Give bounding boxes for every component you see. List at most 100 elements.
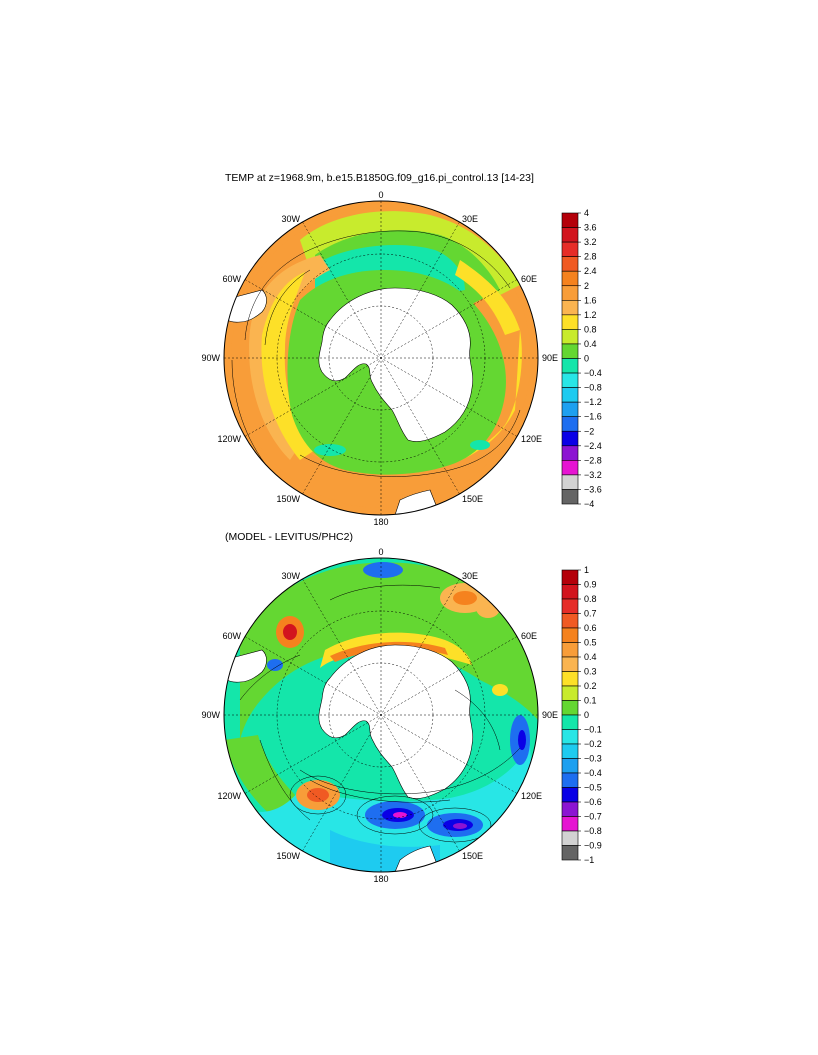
- bottom-colorbar-box: [561, 598, 579, 614]
- top-colorbar-box: [561, 343, 579, 359]
- bottom-colorbar-label: −0.6: [584, 797, 602, 807]
- bottom-colorbar-label: 0.3: [584, 667, 597, 677]
- top-lon-30w: 30W: [281, 214, 300, 224]
- bottom-lon-60w: 60W: [222, 631, 241, 641]
- top-colorbar-box: [561, 474, 579, 490]
- bottom-map-field: [224, 558, 538, 872]
- bottom-lon-180: 180: [373, 874, 388, 884]
- bottom-lon-60e: 60E: [521, 631, 537, 641]
- top-colorbar-label: −3.6: [584, 484, 602, 494]
- bottom-colorbar-box: [561, 584, 579, 600]
- bottom-longitude-labels: 0 30E 60E 90E 120E 150E 180 150W 120W 90…: [201, 547, 558, 884]
- top-lon-60w: 60W: [222, 274, 241, 284]
- top-colorbar-box: [561, 387, 579, 403]
- bottom-colorbar-label: 0.8: [584, 594, 597, 604]
- top-colorbar-box: [561, 460, 579, 476]
- top-lon-90e: 90E: [542, 353, 558, 363]
- bottom-map-title: (MODEL - LEVITUS/PHC2): [225, 531, 353, 543]
- top-colorbar-label: 2.4: [584, 266, 597, 276]
- bottom-colorbar-label: 1: [584, 565, 589, 575]
- bottom-lon-150w: 150W: [276, 851, 300, 861]
- top-colorbar-label: 0: [584, 354, 589, 364]
- bottom-colorbar-box: [561, 685, 579, 701]
- bottom-colorbar-label: −0.4: [584, 768, 602, 778]
- top-colorbar-label: 0.4: [584, 339, 597, 349]
- top-colorbar-label: −0.4: [584, 368, 602, 378]
- top-colorbar-box: [561, 314, 579, 330]
- bottom-colorbar-label: 0.5: [584, 638, 597, 648]
- top-colorbar: 4 3.6 3.2 2.8 2.4 2 1.6 1.2 0.8 0.4 0 −0.4 −0.8 −1.2 −…: [561, 208, 602, 509]
- bottom-colorbar-box: [561, 642, 579, 658]
- top-map-field: [224, 201, 538, 515]
- top-lon-180: 180: [373, 517, 388, 527]
- top-colorbar-label: 1.2: [584, 310, 597, 320]
- bottom-colorbar-label: −0.5: [584, 783, 602, 793]
- bottom-colorbar: 1 0.9 0.8 0.7 0.6 0.5 0.4 0.3 0.2 0.1 0 −0.1 −0.2 −0.…: [561, 565, 602, 865]
- top-colorbar-box: [561, 285, 579, 301]
- top-map-outline: [223, 200, 539, 516]
- top-colorbar-label: −2: [584, 426, 594, 436]
- top-colorbar-box: [561, 227, 579, 243]
- top-colorbar-box: [561, 358, 579, 374]
- bottom-lon-150e: 150E: [462, 851, 483, 861]
- top-lon-90w: 90W: [201, 353, 220, 363]
- top-colorbar-box: [561, 489, 579, 505]
- bottom-colorbar-box: [561, 830, 579, 846]
- bottom-polar-map: 0 30E 60E 90E 120E 150E 180 150W 120W 90…: [201, 547, 558, 884]
- bottom-colorbar-box: [561, 743, 579, 759]
- bottom-colorbar-label: 0.2: [584, 681, 597, 691]
- top-colorbar-box: [561, 401, 579, 417]
- top-colorbar-label: 3.2: [584, 237, 597, 247]
- top-lon-120e: 120E: [521, 434, 542, 444]
- top-polar-map: 0 30E 60E 90E 120E 150E 180 150W 120W 90…: [201, 190, 558, 527]
- bottom-lon-90w: 90W: [201, 710, 220, 720]
- top-lon-150w: 150W: [276, 494, 300, 504]
- bottom-colorbar-label: −1: [584, 855, 594, 865]
- top-colorbar-label: −1.2: [584, 397, 602, 407]
- top-colorbar-label: −0.8: [584, 383, 602, 393]
- top-colorbar-label: −2.8: [584, 455, 602, 465]
- top-lon-120w: 120W: [217, 434, 241, 444]
- top-colorbar-box: [561, 416, 579, 432]
- top-colorbar-label: 2.8: [584, 252, 597, 262]
- top-colorbar-label: 3.6: [584, 223, 597, 233]
- bottom-colorbar-label: −0.3: [584, 754, 602, 764]
- bottom-lon-30e: 30E: [462, 571, 478, 581]
- bottom-colorbar-box: [561, 787, 579, 803]
- bottom-colorbar-label: −0.1: [584, 725, 602, 735]
- bottom-colorbar-label: 0.9: [584, 580, 597, 590]
- bottom-colorbar-label: −0.8: [584, 826, 602, 836]
- bottom-colorbar-label: 0.4: [584, 652, 597, 662]
- bottom-colorbar-box: [561, 569, 579, 585]
- top-lon-60e: 60E: [521, 274, 537, 284]
- bottom-colorbar-box: [561, 758, 579, 774]
- top-map-title: TEMP at z=1968.9m, b.e15.B1850G.f09_g16.…: [225, 172, 534, 184]
- top-colorbar-label: −4: [584, 499, 594, 509]
- bottom-colorbar-label: 0.7: [584, 609, 597, 619]
- top-colorbar-label: 2: [584, 281, 589, 291]
- bottom-colorbar-box: [561, 613, 579, 629]
- top-colorbar-label: 1.6: [584, 295, 597, 305]
- top-colorbar-label: 4: [584, 208, 589, 218]
- top-lon-0: 0: [378, 190, 383, 200]
- top-colorbar-label: −3.2: [584, 470, 602, 480]
- bottom-colorbar-box: [561, 627, 579, 643]
- bottom-colorbar-box: [561, 801, 579, 817]
- bottom-lon-0: 0: [378, 547, 383, 557]
- bottom-colorbar-box: [561, 700, 579, 716]
- top-lon-30e: 30E: [462, 214, 478, 224]
- top-colorbar-label: −1.6: [584, 412, 602, 422]
- bottom-lon-120e: 120E: [521, 791, 542, 801]
- top-colorbar-label: −2.4: [584, 441, 602, 451]
- top-longitude-labels: 0 30E 60E 90E 120E 150E 180 150W 120W 90…: [201, 190, 558, 527]
- top-colorbar-box: [561, 256, 579, 272]
- bottom-lon-30w: 30W: [281, 571, 300, 581]
- bottom-colorbar-label: 0.6: [584, 623, 597, 633]
- bottom-colorbar-box: [561, 772, 579, 788]
- bottom-colorbar-label: 0: [584, 710, 589, 720]
- bottom-map-outline: [223, 557, 539, 873]
- bottom-colorbar-label: 0.1: [584, 696, 597, 706]
- top-colorbar-box: [561, 329, 579, 345]
- top-colorbar-box: [561, 430, 579, 447]
- bottom-colorbar-box: [561, 845, 579, 861]
